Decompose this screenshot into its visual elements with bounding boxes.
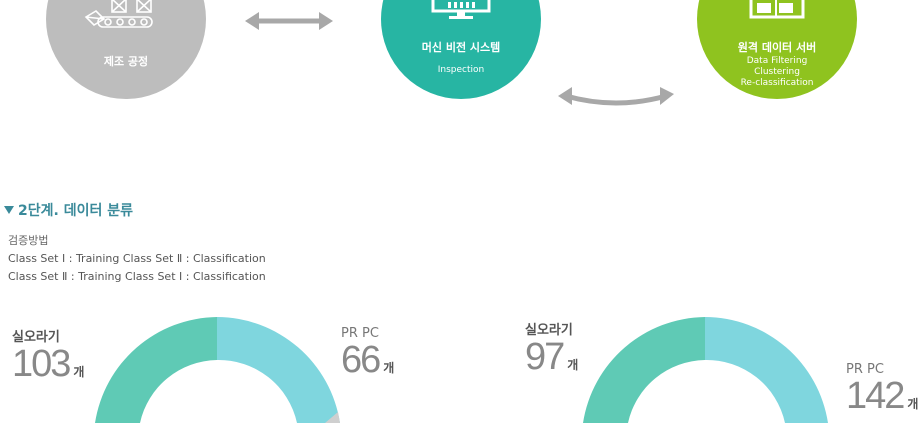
stat-label: PR PC [341,326,379,341]
stat-unit: 개 [73,365,85,379]
stat-label: PR PC [846,362,884,377]
remote-server-sub-1: Data Filtering [746,56,808,66]
remote-server-sub-3: Re-classification [740,78,814,88]
double-arrow-icon [245,12,333,30]
stat-unit: 개 [907,397,919,411]
stat-label: 실오라기 [525,323,573,338]
triangle-down-icon [4,206,14,214]
stat-unit: 개 [567,358,579,372]
method-line-2: Class Set Ⅱ : Training Class Set Ⅰ : Cla… [8,270,266,283]
validation-method: 검증방법 Class Set Ⅰ : Training Class Set Ⅱ … [8,232,266,286]
stat-value: 103 [12,343,71,385]
remote-server-sub-2: Clustering [754,67,800,77]
right-stat-a: 실오라기 97 개 [525,319,578,376]
machine-vision-title: 머신 비전 시스템 [421,41,501,54]
machine-vision-node: 머신 비전 시스템 Inspection [381,0,541,99]
machine-vision-sub: Inspection [437,65,485,75]
section-title: 2단계. 데이터 분류 [18,203,133,219]
method-label: 검증방법 [8,234,49,247]
left-donut-chart [95,317,340,423]
right-donut-chart [583,317,828,423]
curved-double-arrow-icon [558,87,674,106]
right-stat-b: PR PC 142 개 [846,362,918,415]
stat-unit: 개 [383,361,395,375]
stat-value: 142 [846,375,905,417]
stat-value: 97 [525,336,565,378]
server-icon [749,0,805,19]
monitor-icon [431,0,491,19]
left-stat-a: 실오라기 103 개 [12,326,84,383]
remote-server-node: 원격 데이터 서버 Data Filtering Clustering Re-c… [697,0,857,99]
stat-label: 실오라기 [12,330,60,345]
remote-server-title: 원격 데이터 서버 [737,41,817,54]
stat-value: 66 [341,339,381,381]
manufacturing-title: 제조 공정 [103,55,149,68]
factory-conveyor-icon [84,0,153,28]
section-heading: 2단계. 데이터 분류 [4,200,133,220]
method-line-1: Class Set Ⅰ : Training Class Set Ⅱ : Cla… [8,252,266,265]
left-stat-b: PR PC 66 개 [341,326,394,379]
manufacturing-process-node: 제조 공정 [46,0,206,99]
